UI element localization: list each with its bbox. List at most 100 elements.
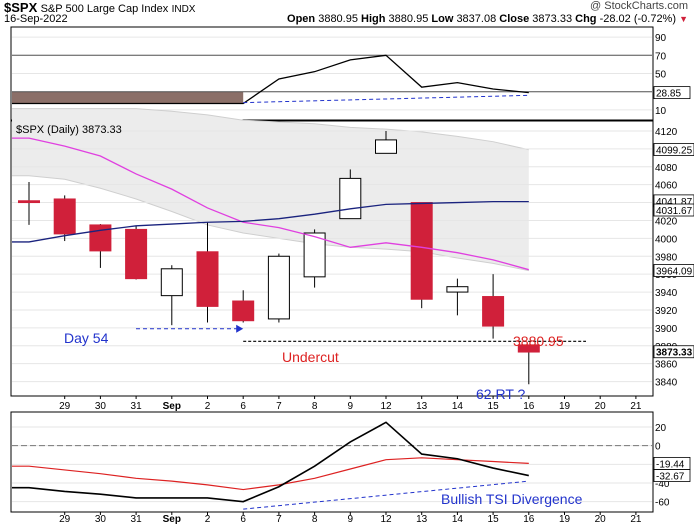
- low-value: 3837.08: [456, 13, 497, 25]
- arrow-head-icon: [236, 324, 244, 333]
- index-name: S&P 500 Large Cap Index: [40, 3, 169, 15]
- candle: [482, 274, 505, 339]
- candle-body: [267, 255, 290, 320]
- price-value-tag: 3964.09: [653, 264, 694, 278]
- x-tick-label: 12: [380, 401, 392, 412]
- candle-body: [160, 268, 183, 297]
- annotation-level: 3880.95: [513, 333, 564, 349]
- x-tick-label: 19: [559, 401, 571, 412]
- candle-body: [53, 198, 76, 235]
- price-value-label: 4099.25: [656, 146, 693, 157]
- rsi-panel: [10, 26, 654, 121]
- tsi-value-tag: -32.67: [653, 469, 691, 483]
- price-value-box: [653, 264, 694, 277]
- annotation-tsi-divergence: Bullish TSI Divergence: [441, 491, 583, 507]
- x-tick-label: 14: [452, 401, 464, 412]
- price-tick-label: 4080: [655, 163, 678, 174]
- x-tick-label: 13: [416, 401, 428, 412]
- x-tick-label: 9: [348, 401, 354, 412]
- candle-body: [339, 177, 362, 220]
- x-tick-label: 21: [630, 401, 642, 412]
- down-arrow-icon: ▼: [679, 14, 688, 24]
- annotation-undercut: Undercut: [282, 349, 339, 365]
- x-tick-label: 6: [240, 401, 246, 412]
- x-tick-label: Sep: [163, 401, 181, 412]
- x-tick-label: 30: [95, 514, 107, 525]
- x-tick-label: 13: [416, 514, 428, 525]
- x-tick-label: 8: [312, 514, 318, 525]
- rsi-oversold-fill: [12, 91, 244, 104]
- ma20-line: [12, 137, 529, 271]
- candle: [53, 195, 76, 242]
- x-tick-label: 20: [595, 514, 607, 525]
- x-tick-label: 2: [205, 401, 211, 412]
- price-panel: [10, 120, 654, 397]
- x-tick-label: 16: [523, 401, 535, 412]
- candle: [303, 229, 326, 288]
- band-lower-line: [12, 175, 529, 272]
- low-label: Low: [431, 13, 454, 25]
- x-tick-label: 8: [312, 401, 318, 412]
- candle-body: [517, 344, 540, 353]
- rsi-divergence-line: [243, 94, 529, 104]
- candle: [160, 265, 183, 326]
- candle-body: [125, 228, 148, 280]
- candle: [232, 290, 255, 323]
- ma50-line: [12, 201, 529, 243]
- rsi-line: [12, 54, 529, 105]
- price-tick-label: 3840: [655, 378, 678, 389]
- tsi-value-tag: -19.44: [653, 456, 691, 470]
- price-value-box: [653, 143, 694, 156]
- candle: [410, 202, 433, 309]
- price-tick-label: 4060: [655, 181, 678, 192]
- candle: [125, 225, 148, 280]
- open-label: Open: [287, 13, 316, 25]
- candle-body: [232, 300, 255, 322]
- chg-value: -28.02 (-0.72%): [599, 13, 677, 25]
- rsi-tick-label: 50: [655, 70, 667, 81]
- x-tick-label: Sep: [163, 514, 181, 525]
- high-value: 3880.95: [388, 13, 429, 25]
- price-tick-label: 4120: [655, 127, 678, 138]
- x-tick-label: 9: [348, 514, 354, 525]
- candle-body: [375, 139, 397, 154]
- symbol: $SPX: [4, 0, 38, 15]
- price-value-tag: 4099.25: [653, 143, 694, 157]
- rsi-tick-label: 10: [655, 106, 667, 117]
- price-value-label: 4041.87: [656, 197, 693, 208]
- close-label: Close: [499, 13, 530, 25]
- price-tick-label: 3940: [655, 288, 678, 299]
- candle-body: [303, 232, 326, 278]
- price-tick-label: 3980: [655, 252, 678, 263]
- x-tick-label: 29: [59, 514, 71, 525]
- rsi-value-box: [653, 86, 691, 100]
- x-tick-label: 16: [523, 514, 535, 525]
- candle-body: [196, 251, 219, 307]
- candle-body: [482, 296, 505, 327]
- ohlc-row: Open 3880.95 High 3880.95 Low 3837.08 Cl…: [287, 13, 688, 25]
- open-value: 3880.95: [318, 13, 358, 25]
- chart-date: 16-Sep-2022: [4, 13, 68, 25]
- x-tick-label: 15: [488, 401, 500, 412]
- price-value-box: [653, 203, 694, 217]
- candle: [375, 130, 397, 154]
- x-tick-label: 14: [452, 514, 464, 525]
- tsi-tick-label: 20: [655, 423, 667, 434]
- price-tick-label: 3860: [655, 360, 678, 371]
- tsi-tick-label: 0: [655, 442, 661, 453]
- candle: [196, 222, 219, 323]
- tsi-value-box: [653, 469, 691, 482]
- x-tick-label: 31: [131, 514, 143, 525]
- x-tick-label: 2: [205, 514, 211, 525]
- price-tick-label: 3900: [655, 324, 678, 335]
- chg-label: Chg: [575, 13, 597, 25]
- x-tick-label: 30: [95, 401, 107, 412]
- tsi-value-label: -19.44: [656, 459, 685, 470]
- candle: [446, 278, 469, 316]
- candle: [267, 253, 290, 323]
- price-value-label: 4031.67: [656, 206, 693, 217]
- tsi-line: [12, 421, 529, 503]
- price-tick-label: 4020: [655, 216, 678, 227]
- symbol-title: $SPX S&P 500 Large Cap Index INDX: [4, 0, 195, 15]
- annotation-day54: Day 54: [64, 330, 109, 346]
